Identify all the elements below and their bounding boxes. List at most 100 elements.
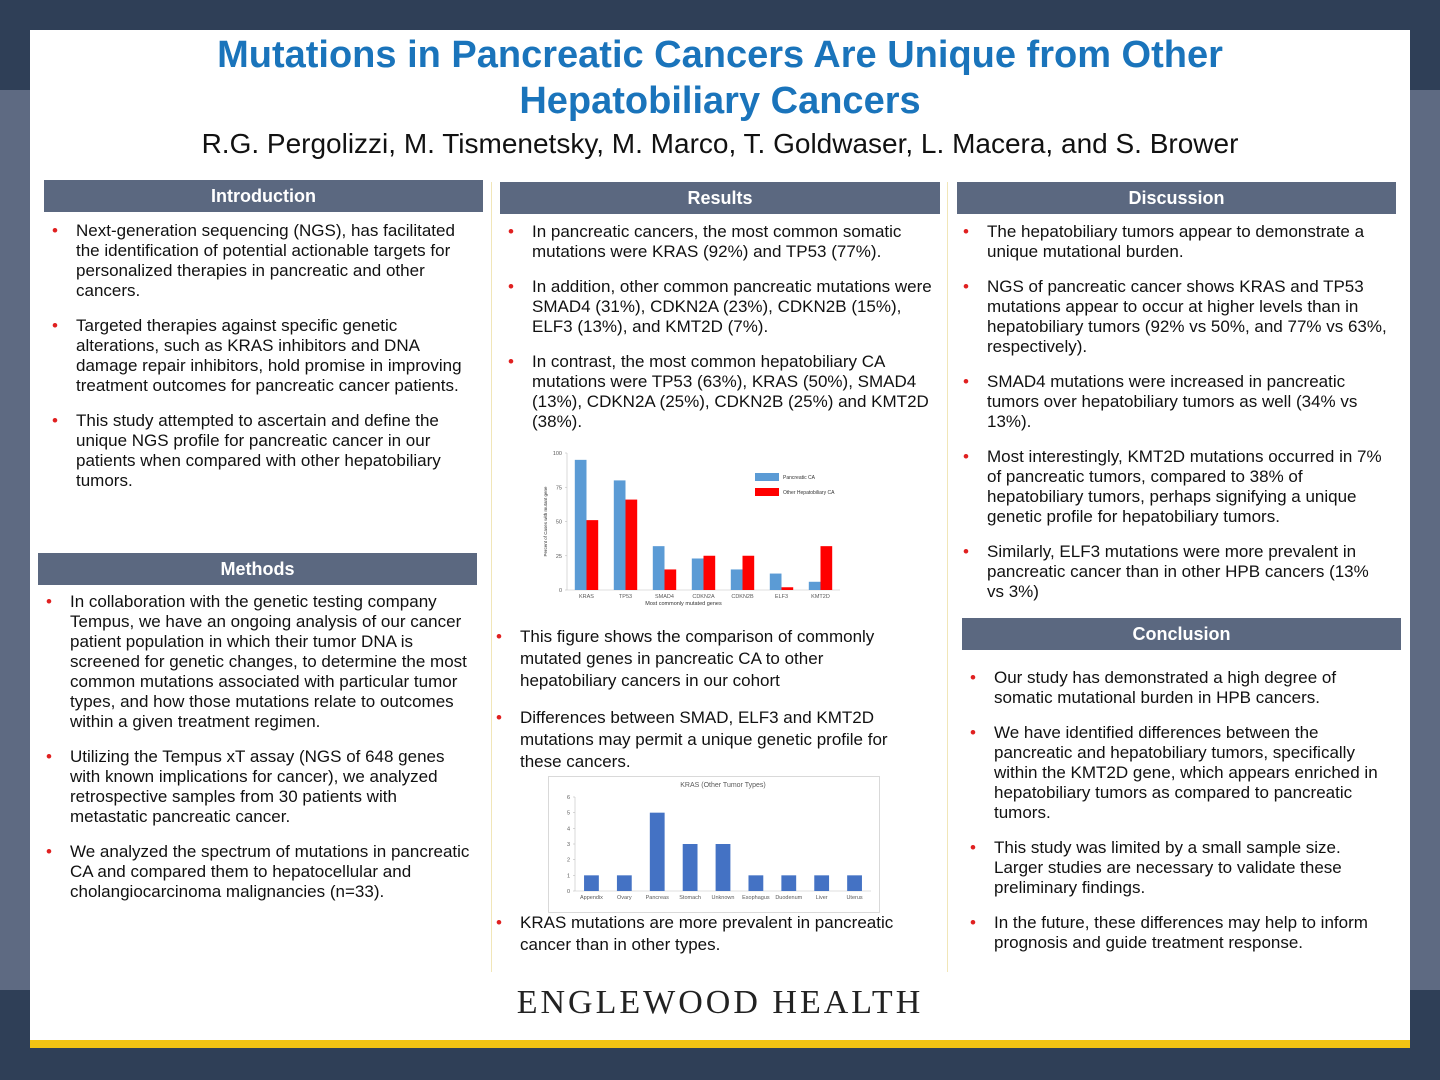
bar [664,569,677,590]
bullet: Most interestingly, KMT2D mutations occu… [955,447,1387,527]
bar [820,546,833,590]
x-tick-label: Esophagus [742,895,770,901]
bullet: Similarly, ELF3 mutations were more prev… [955,542,1387,602]
bullet: In addition, other common pancreatic mut… [500,277,936,337]
bar [691,558,704,590]
x-tick-label: ELF3 [775,594,788,600]
x-axis-label: Most commonly mutated genes [645,601,722,607]
y-tick-label: 25 [556,554,562,560]
bullet-list: KRAS mutations are more prevalent in pan… [488,912,918,971]
bullet-list: Our study has demonstrated a high degree… [962,668,1394,968]
divider [947,182,948,972]
bar [730,569,743,590]
bullet: This study was limited by a small sample… [962,838,1394,898]
legend-label: Other Hepatobiliary CA [783,490,835,496]
bar [742,555,755,590]
bar [769,573,782,590]
bar [613,480,626,590]
bullet: Utilizing the Tempus xT assay (NGS of 64… [38,747,476,827]
bar [808,581,821,590]
y-tick-label: 1 [567,873,570,879]
section-heading: Conclusion [962,618,1401,650]
bar [847,875,862,891]
accent-bar [30,1040,1410,1048]
bullet-list: In pancreatic cancers, the most common s… [500,222,936,447]
bullet-list: This figure shows the comparison of comm… [488,626,918,788]
bullet: KRAS mutations are more prevalent in pan… [488,912,918,956]
bar [574,459,587,590]
x-tick-label: Stomach [679,895,701,901]
section-heading: Results [500,182,940,214]
x-tick-label: Unknown [712,895,735,901]
bar [781,587,794,590]
bar [715,844,731,891]
section-heading: Discussion [957,182,1396,214]
bar [682,844,698,891]
y-axis-label: Percent of Cases with mutant gene [543,486,548,557]
authors: R.G. Pergolizzi, M. Tismenetsky, M. Marc… [201,128,1239,159]
bar [584,875,599,891]
x-tick-label: Ovary [617,895,632,901]
x-tick-label: Duodenum [775,895,802,901]
bullet: This study attempted to ascertain and de… [44,411,474,491]
bullet: In collaboration with the genetic testin… [38,592,476,732]
legend-swatch [755,473,779,481]
bullet: In the future, these differences may hel… [962,913,1394,953]
bullet-list: The hepatobiliary tumors appear to demon… [955,222,1387,617]
bullet: SMAD4 mutations were increased in pancre… [955,372,1387,432]
bullet: We analyzed the spectrum of mutations in… [38,842,476,902]
bullet: NGS of pancreatic cancer shows KRAS and … [955,277,1387,357]
bar [652,546,665,590]
x-tick-label: Liver [816,895,828,901]
x-tick-label: Uterus [846,895,862,901]
y-tick-label: 3 [567,842,570,848]
mutation-chart: 0 25 50 75 100 KRAS TP53 SMAD4 CDKN2A CDKN2B ELF3 K… [543,451,840,607]
chart-title: KRAS (Other Tumor Types) [680,782,765,789]
x-tick-label: KRAS [579,594,594,600]
bullet: Next-generation sequencing (NGS), has fa… [44,221,474,301]
legend-swatch [755,488,779,496]
bar [748,875,764,891]
y-tick-label: 6 [567,795,570,801]
bullet-list: Next-generation sequencing (NGS), has fa… [44,221,474,506]
title: Mutations in Pancreatic Cancers Are Uniq… [217,34,1223,122]
y-tick-label: 50 [556,520,562,526]
bar [814,875,830,891]
bar [703,555,716,590]
bar [649,812,665,891]
x-tick-label: CDKN2B [731,594,754,600]
bullet: In pancreatic cancers, the most common s… [500,222,936,262]
kras-chart: KRAS (Other Tumor Types) 0 1 2 3 4 5 6 Appendix O… [548,776,880,913]
x-tick-label: Appendix [580,895,603,901]
section-heading: Introduction [44,180,483,212]
x-tick-label: SMAD4 [655,594,674,600]
x-tick-label: KMT2D [811,594,830,600]
divider [491,182,492,972]
x-tick-label: Pancreas [646,895,669,901]
bullet: The hepatobiliary tumors appear to demon… [955,222,1387,262]
footer-logo: ENGLEWOOD HEALTH [516,984,924,1021]
bar [586,520,599,590]
bar [781,875,797,891]
bullet: We have identified differences between t… [962,723,1394,823]
bullet: This figure shows the comparison of comm… [488,626,918,692]
y-tick-label: 4 [567,826,570,832]
section-heading: Methods [38,553,477,585]
x-tick-label: CDKN2A [692,594,715,600]
legend-label: Pancreatic CA [783,475,816,481]
bar [625,499,638,590]
bullet: Targeted therapies against specific gene… [44,316,474,396]
bullet: Our study has demonstrated a high degree… [962,668,1394,708]
bullet-list: In collaboration with the genetic testin… [38,592,476,917]
y-tick-label: 0 [559,588,562,594]
x-tick-label: TP53 [619,594,632,600]
y-tick-label: 5 [567,811,570,817]
bar [616,875,632,891]
bullet: In contrast, the most common hepatobilia… [500,352,936,432]
y-tick-label: 2 [567,858,570,864]
y-tick-label: 0 [567,889,570,895]
y-tick-label: 75 [556,485,562,491]
y-tick-label: 100 [553,451,562,457]
bullet: Differences between SMAD, ELF3 and KMT2D… [488,707,918,773]
